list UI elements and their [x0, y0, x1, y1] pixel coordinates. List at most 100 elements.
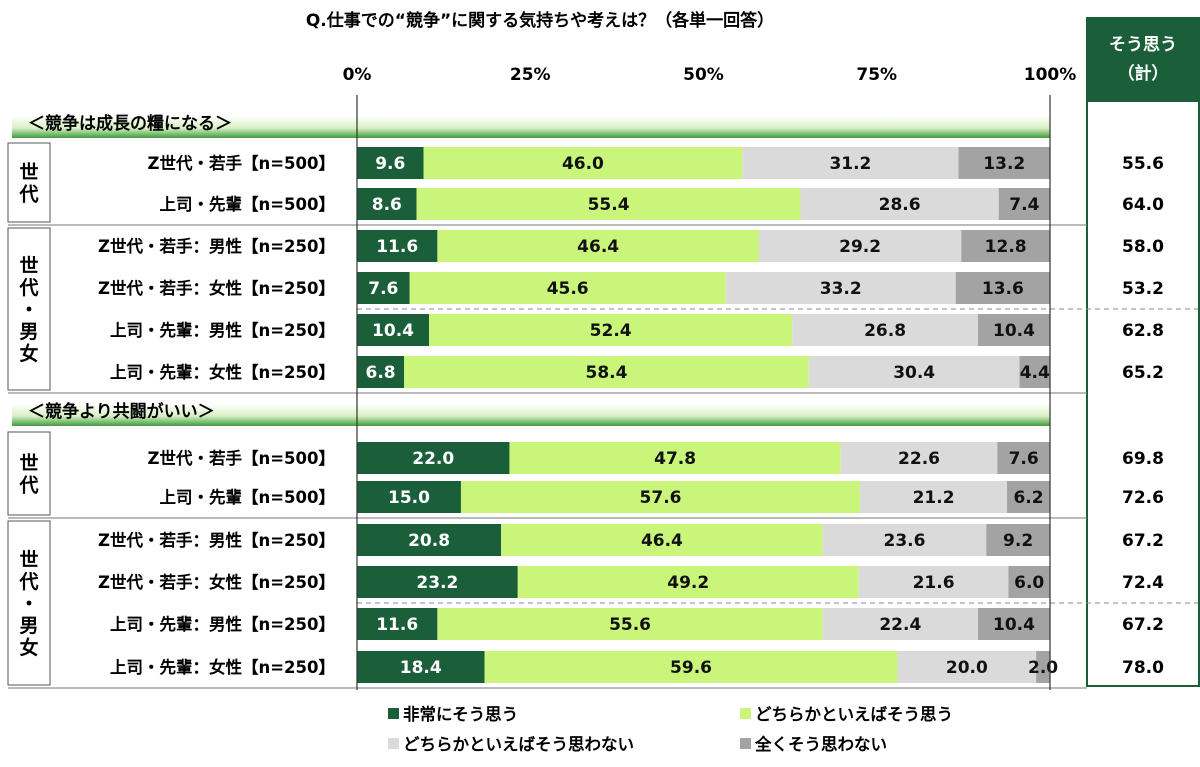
data-label: 6.0 [1014, 573, 1044, 593]
bar-segment [429, 314, 793, 346]
summary-total: 67.2 [1122, 531, 1164, 551]
row-label: Z世代・若手：女性【n=250】 [98, 278, 335, 298]
summary-total: 78.0 [1122, 658, 1164, 678]
summary-total: 69.8 [1122, 449, 1164, 469]
x-tick-label: 0% [343, 65, 372, 85]
section-band [12, 116, 1050, 138]
data-label: 22.4 [879, 615, 921, 635]
legend-swatch [388, 708, 399, 719]
data-label: 10.4 [372, 321, 414, 341]
bar-segment [357, 147, 424, 179]
bar-segment [357, 566, 518, 598]
x-tick-label: 75% [856, 65, 897, 85]
group-label-char: 代 [18, 571, 38, 593]
group-label-char: 世 [19, 255, 38, 277]
chart-title: Q.仕事での“競争”に関する気持ちや考えは？（各単一回答） [306, 10, 774, 31]
group-label-char: 代 [18, 475, 38, 497]
summary-total: 67.2 [1122, 615, 1164, 635]
data-label: 55.4 [588, 195, 630, 215]
bar-segment [822, 608, 978, 640]
data-label: 6.2 [1013, 488, 1043, 508]
group-label-char: 代 [18, 184, 38, 206]
bar-segment [404, 356, 809, 388]
x-tick-label: 100% [1024, 65, 1077, 85]
data-label: 6.8 [365, 363, 395, 383]
summary-total: 58.0 [1122, 237, 1164, 257]
bar-segment [357, 188, 417, 220]
group-label-char: ・ [19, 299, 38, 321]
data-label: 12.8 [985, 237, 1027, 257]
legend-label: どちらかといえばそう思う [755, 705, 953, 724]
summary-total: 72.6 [1122, 488, 1164, 508]
row-label: 上司・先輩：女性【n=250】 [110, 657, 335, 677]
data-label: 30.4 [893, 363, 935, 383]
group-label-box [7, 142, 51, 223]
bar-segment [800, 188, 999, 220]
bar-segment [955, 272, 1050, 304]
data-label: 23.6 [883, 531, 925, 551]
data-label: 58.4 [586, 363, 628, 383]
bar-segment [357, 481, 461, 513]
data-label: 7.6 [1009, 449, 1039, 469]
bar-segment [958, 147, 1050, 179]
summary-header-line1: そう思う [1109, 35, 1177, 55]
legend-swatch [740, 708, 751, 719]
group-label-char: 世 [19, 162, 38, 184]
data-label: 15.0 [388, 488, 430, 508]
group-label-char: 女 [19, 342, 38, 365]
bar-segment [357, 442, 510, 474]
data-label: 26.8 [864, 321, 906, 341]
data-label: 46.4 [641, 531, 683, 551]
data-label: 9.2 [1003, 531, 1033, 551]
row-label: 上司・先輩【n=500】 [159, 487, 335, 507]
data-label: 10.4 [993, 321, 1035, 341]
group-label-char: 世 [19, 453, 38, 475]
section-title: ＜競争は成長の糧になる＞ [28, 113, 232, 134]
data-label: 11.6 [376, 615, 418, 635]
row-label: Z世代・若手【n=500】 [148, 153, 335, 173]
summary-total: 53.2 [1122, 279, 1164, 299]
bar-segment [1007, 481, 1050, 513]
bar-segment [860, 481, 1008, 513]
data-label: 4.4 [1020, 363, 1050, 383]
data-label: 55.6 [609, 615, 651, 635]
group-label-box [7, 431, 51, 516]
bar-segment [437, 230, 759, 262]
data-label: 59.6 [670, 658, 712, 678]
legend-label: 非常にそう思う [403, 704, 518, 724]
legend-swatch [388, 738, 399, 749]
data-label: 29.2 [839, 237, 881, 257]
data-label: 21.6 [913, 573, 955, 593]
bar-segment [484, 651, 898, 683]
data-label: 21.2 [913, 488, 955, 508]
data-label: 49.2 [667, 573, 709, 593]
row-label: Z世代・若手：男性【n=250】 [98, 236, 335, 256]
group-label-char: 男 [19, 321, 38, 343]
data-label: 10.4 [993, 615, 1035, 635]
row-label: 上司・先輩【n=500】 [159, 194, 335, 214]
summary-total: 65.2 [1122, 363, 1164, 383]
data-label: 45.6 [547, 279, 589, 299]
bar-segment [460, 481, 861, 513]
data-label: 13.2 [983, 154, 1025, 174]
data-label: 11.6 [376, 237, 418, 257]
data-label: 9.6 [375, 154, 405, 174]
row-label: Z世代・若手【n=500】 [148, 448, 335, 468]
data-label: 47.8 [654, 449, 696, 469]
row-label: 上司・先輩：女性【n=250】 [110, 362, 335, 382]
bar-segment [998, 188, 1050, 220]
group-label-char: ・ [19, 593, 38, 615]
bar-segment [742, 147, 959, 179]
data-label: 52.4 [590, 321, 632, 341]
summary-total: 64.0 [1122, 195, 1164, 215]
group-label-char: 女 [19, 636, 38, 659]
row-label: 上司・先輩：男性【n=250】 [110, 320, 335, 340]
bar-segment [977, 608, 1050, 640]
data-label: 2.0 [1028, 658, 1058, 678]
x-tick-label: 25% [510, 65, 551, 85]
bar-segment [437, 608, 823, 640]
bar-segment [357, 651, 485, 683]
bar-segment [423, 147, 743, 179]
data-label: 22.0 [412, 449, 454, 469]
